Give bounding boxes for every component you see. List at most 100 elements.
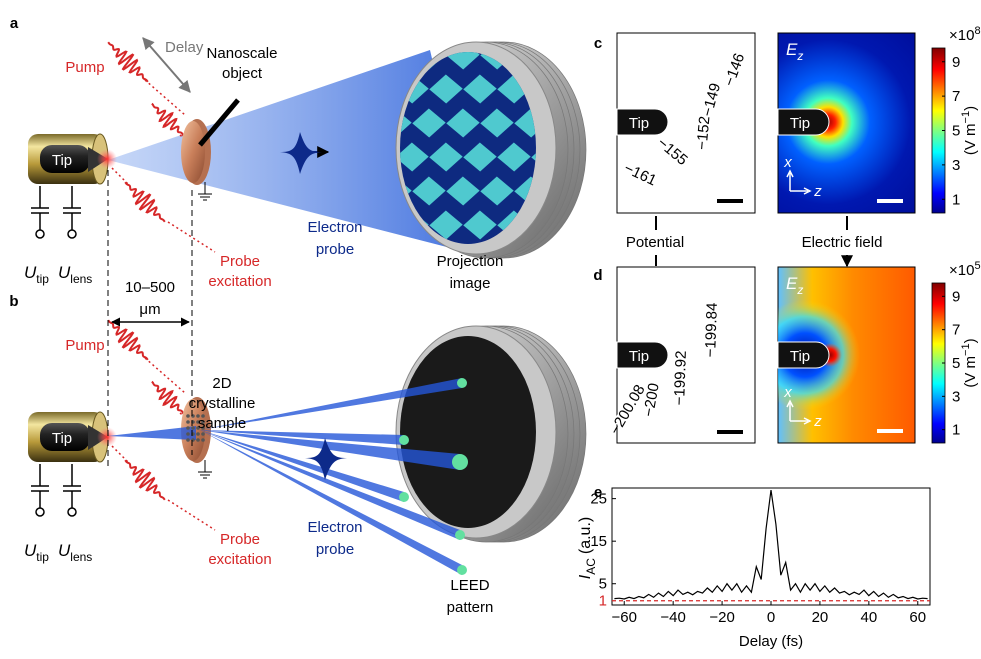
text-part: −1 xyxy=(960,343,972,356)
contour-line xyxy=(585,262,615,448)
lattice-atom xyxy=(201,438,205,442)
electron-beam xyxy=(108,426,196,440)
x-tick-label: 40 xyxy=(861,609,878,626)
terminal xyxy=(68,230,76,238)
probe-label: excitation xyxy=(208,551,271,568)
x-axis-label: Delay (fs) xyxy=(739,633,803,650)
figure-content: aTipUtipUlensPumpProbeexcitationElectron… xyxy=(9,15,980,650)
colorbar-tick-label: 3 xyxy=(952,157,960,174)
contour-label: −199.92 xyxy=(671,350,690,405)
colorbar-tick-label: 7 xyxy=(952,322,960,339)
y-tick-label: 25 xyxy=(590,491,607,508)
text-part: (V m xyxy=(962,123,979,155)
lattice-atom xyxy=(191,426,195,430)
text-part: tip xyxy=(36,272,49,286)
ground-symbol xyxy=(63,186,81,230)
text-part: U xyxy=(58,263,71,282)
text-part: 8 xyxy=(974,25,980,37)
axis-letter: z xyxy=(813,413,822,430)
text-part: ) xyxy=(962,106,979,111)
ground-symbol xyxy=(31,464,49,508)
x-tick-label: 60 xyxy=(909,609,926,626)
lattice-atom xyxy=(186,420,190,424)
tip-label: Tip xyxy=(629,115,649,132)
diffraction-spot xyxy=(399,492,409,502)
panel-label: d xyxy=(593,267,602,284)
pump-label: Pump xyxy=(65,59,104,76)
colorbar-unit: (V m−1) xyxy=(960,106,979,155)
text-part: lens xyxy=(70,550,92,564)
ground-symbol xyxy=(198,194,212,200)
colorbar-multiplier: ×105 xyxy=(949,260,981,279)
emission-spot xyxy=(97,149,117,169)
sample xyxy=(181,121,205,183)
colorbar-tick-label: 9 xyxy=(952,288,960,305)
caption: Electric field xyxy=(802,234,883,251)
colorbar-unit: (V m−1) xyxy=(960,338,979,387)
diffraction-spot xyxy=(399,435,409,445)
x-tick-label: −60 xyxy=(612,609,637,626)
diffraction-spot xyxy=(455,530,465,540)
probe-label: probe xyxy=(316,541,354,558)
x-tick-label: 20 xyxy=(812,609,829,626)
diffraction-spot xyxy=(457,565,467,575)
panel-label: c xyxy=(594,35,602,52)
colorbar-tick-label: 7 xyxy=(952,88,960,105)
text-part: E xyxy=(786,40,798,59)
probe-label: Probe xyxy=(220,531,260,548)
panel-label: b xyxy=(9,293,18,310)
object-label: Nanoscale xyxy=(207,45,278,62)
tip-label: Tip xyxy=(52,152,72,169)
probe-label: Probe xyxy=(220,253,260,270)
caption: Potential xyxy=(626,234,684,251)
tip-label: Tip xyxy=(52,430,72,447)
lattice-atom xyxy=(186,414,190,418)
emission-spot xyxy=(97,427,117,447)
lattice-atom xyxy=(186,438,190,442)
sample-label: sample xyxy=(198,415,246,432)
lattice-atom xyxy=(201,432,205,436)
text-part: ) xyxy=(962,338,979,343)
distance-guide xyxy=(108,170,192,470)
ground-symbol xyxy=(198,472,212,478)
terminal xyxy=(68,508,76,516)
x-tick-label: −40 xyxy=(660,609,685,626)
lattice-atom xyxy=(186,426,190,430)
figure: aTipUtipUlensPumpProbeexcitationElectron… xyxy=(0,0,981,659)
screen-label: LEED xyxy=(450,577,489,594)
panel-label: a xyxy=(10,15,19,32)
lattice-atom xyxy=(196,432,200,436)
colorbar-tick-label: 5 xyxy=(952,355,960,372)
voltage-label: Ulens xyxy=(58,541,92,564)
voltage-label: Utip xyxy=(24,263,49,286)
contour-line xyxy=(758,262,768,448)
pump-label: Pump xyxy=(65,337,104,354)
text-part: ×10 xyxy=(949,27,974,44)
diffraction-spot xyxy=(452,454,468,470)
terminal xyxy=(36,508,44,516)
terminal xyxy=(36,230,44,238)
voltage-label: Ulens xyxy=(58,263,92,286)
contour-label: −199.84 xyxy=(702,302,721,357)
object-label: object xyxy=(222,65,263,82)
text-part: lens xyxy=(70,272,92,286)
text-part: U xyxy=(24,263,37,282)
colorbar-tick-label: 9 xyxy=(952,54,960,71)
delay-label: Delay xyxy=(165,39,204,56)
sample-label: 2D xyxy=(212,375,231,392)
probe-label: Electron xyxy=(307,219,362,236)
distance-label: 10–500 xyxy=(125,279,175,296)
screen xyxy=(400,336,536,528)
text-part: (a.u.) xyxy=(577,517,594,554)
colorbar-multiplier: ×108 xyxy=(949,25,981,44)
contour-label: −152 xyxy=(694,115,714,150)
text-part: ×10 xyxy=(949,262,974,279)
tip-label: Tip xyxy=(629,348,649,365)
screen-label: image xyxy=(450,275,491,292)
text-part: U xyxy=(58,541,71,560)
probe-label: probe xyxy=(316,241,354,258)
text-part: z xyxy=(796,49,803,63)
text-part: tip xyxy=(36,550,49,564)
text-part: AC xyxy=(584,558,598,575)
reference-label: 1 xyxy=(599,593,607,610)
